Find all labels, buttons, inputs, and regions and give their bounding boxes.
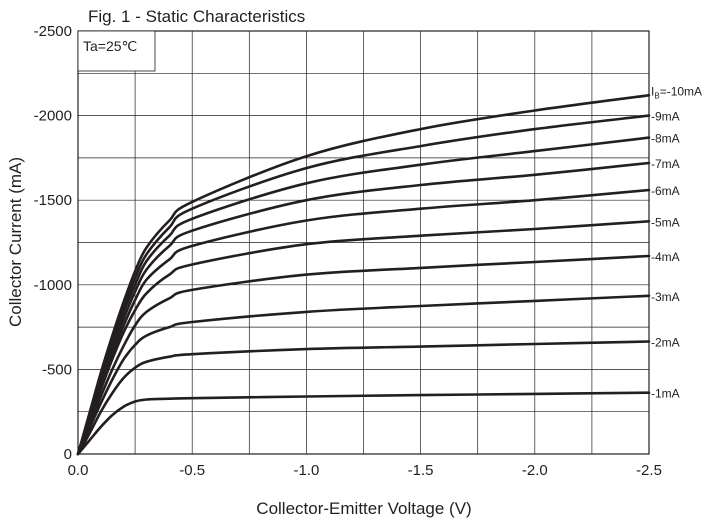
y-tick-labels: 0 -500 -1000 -1500 -2000 -2500 xyxy=(34,23,72,463)
grid-lines xyxy=(78,31,649,454)
y-tick-label: 0 xyxy=(64,446,72,463)
x-tick-label: 0.0 xyxy=(68,462,89,479)
series-label: -4mA xyxy=(651,250,680,264)
x-tick-label: -0.5 xyxy=(179,462,205,479)
series-label: -9mA xyxy=(651,110,680,124)
series-label: -6mA xyxy=(651,184,680,198)
curves-group xyxy=(76,94,651,456)
y-tick-label: -1500 xyxy=(34,192,72,209)
y-tick-label: -2500 xyxy=(34,23,72,40)
series-label: -5mA xyxy=(651,215,680,229)
series-label: -3mA xyxy=(651,290,680,304)
series-label: -7mA xyxy=(651,157,680,171)
chart-title: Fig. 1 - Static Characteristics xyxy=(88,7,305,26)
x-tick-label: -2.0 xyxy=(522,462,548,479)
y-axis-label: Collector Current (mA) xyxy=(6,157,25,327)
x-tick-labels: 0.0 -0.5 -1.0 -1.5 -2.0 -2.5 xyxy=(68,462,662,479)
plot-frame xyxy=(77,30,650,455)
condition-box xyxy=(77,30,156,72)
series-label: -2mA xyxy=(651,335,680,349)
x-tick-label: -1.0 xyxy=(293,462,319,479)
curve-ib4ma xyxy=(76,254,651,456)
series-label: IB=-10mA xyxy=(651,84,702,100)
x-tick-label: -1.5 xyxy=(408,462,434,479)
curve-ib3ma xyxy=(76,294,651,456)
y-tick-label: -1000 xyxy=(34,277,72,294)
curve-ib1ma xyxy=(76,391,651,456)
y-tick-label: -2000 xyxy=(34,108,72,125)
condition-label: Ta=25℃ xyxy=(83,38,137,54)
series-label: -1mA xyxy=(651,387,680,401)
curve-ib10ma xyxy=(76,94,651,456)
series-labels: -1mA -2mA -3mA -4mA -5mA -6mA -7mA -8mA -9mA IB=-… xyxy=(651,84,702,400)
curve-ib2ma xyxy=(76,340,651,456)
x-tick-label: -2.5 xyxy=(636,462,662,479)
series-label: -8mA xyxy=(651,132,680,146)
y-tick-label: -500 xyxy=(42,361,72,378)
x-axis-label: Collector-Emitter Voltage (V) xyxy=(256,499,471,518)
